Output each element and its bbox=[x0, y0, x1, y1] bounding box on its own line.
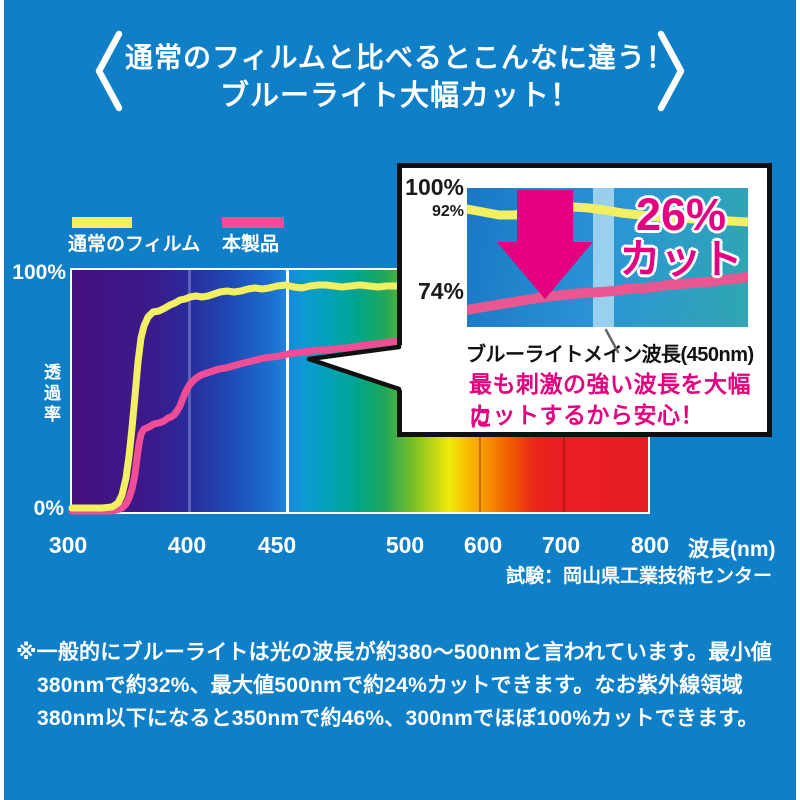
x-tick-600: 600 bbox=[463, 532, 503, 558]
x-tick-500: 500 bbox=[385, 532, 425, 558]
x-tick-700: 700 bbox=[541, 532, 581, 558]
down-arrow-icon bbox=[497, 190, 593, 299]
header-title-line2: ブルーライト大幅カット！ bbox=[219, 80, 580, 112]
x-tick-800: 800 bbox=[630, 532, 670, 558]
x-axis-title: 波長(nm) bbox=[688, 538, 776, 561]
x-tick-300: 300 bbox=[48, 532, 88, 558]
y-axis-max-label: 100% bbox=[12, 261, 66, 284]
legend-label-normal-film: 通常のフィルム bbox=[68, 234, 201, 255]
inset-curve-yellow bbox=[467, 202, 748, 227]
legend-swatch-normal-film bbox=[72, 217, 132, 228]
legend-label-product: 本製品 bbox=[222, 234, 280, 255]
inset-pink-text-line2: カットするから安心！ bbox=[469, 402, 704, 428]
x-tick-450: 450 bbox=[257, 532, 297, 558]
gridline-450nm bbox=[286, 270, 289, 512]
gridline-400nm bbox=[188, 270, 191, 512]
legend-swatch-product bbox=[222, 217, 284, 228]
x-tick-400: 400 bbox=[167, 532, 207, 558]
test-lab-note: 試験：岡山県工業技術センター bbox=[505, 566, 772, 587]
left-white-margin bbox=[0, 0, 4, 800]
callout-box: 100% 92% 74% 26% カット ブルーライトメイン波長(450nm) … bbox=[397, 163, 772, 437]
cut-value: 26% bbox=[635, 189, 727, 240]
inset-curves bbox=[467, 190, 748, 315]
inset-curve-pink bbox=[467, 272, 748, 315]
inset-caption: ブルーライトメイン波長(450nm) bbox=[466, 344, 754, 366]
y-axis-title: 透過率 bbox=[41, 363, 60, 426]
footnote-line1: ※一般的にブルーライトは光の波長が約380～500nmと言われています。最小値 bbox=[16, 641, 773, 664]
cut-percentage-callout: 26% カット bbox=[615, 191, 747, 281]
inset-pink-text-line1: 最も刺激の強い波長を大幅に bbox=[469, 371, 751, 431]
right-white-margin bbox=[796, 0, 800, 800]
inset-label-100: 100% bbox=[405, 174, 464, 200]
header-title-line1: 通常のフィルムと比べるとこんなに違う！ bbox=[125, 42, 675, 73]
footnote-line2: 380nmで約32%、最大値500nmで約24%カットできます。なお紫外線領域 bbox=[37, 674, 743, 697]
inset-label-92: 92% bbox=[431, 203, 464, 220]
inset-mini-chart: 26% カット bbox=[467, 188, 748, 327]
y-axis-min-label: 0% bbox=[33, 497, 64, 520]
cut-word: カット bbox=[619, 236, 743, 283]
footnote-line3: 380nm以下になると350nmで約46%、300nmでほぼ100%カットできま… bbox=[37, 707, 759, 730]
inset-label-74: 74% bbox=[417, 278, 464, 304]
